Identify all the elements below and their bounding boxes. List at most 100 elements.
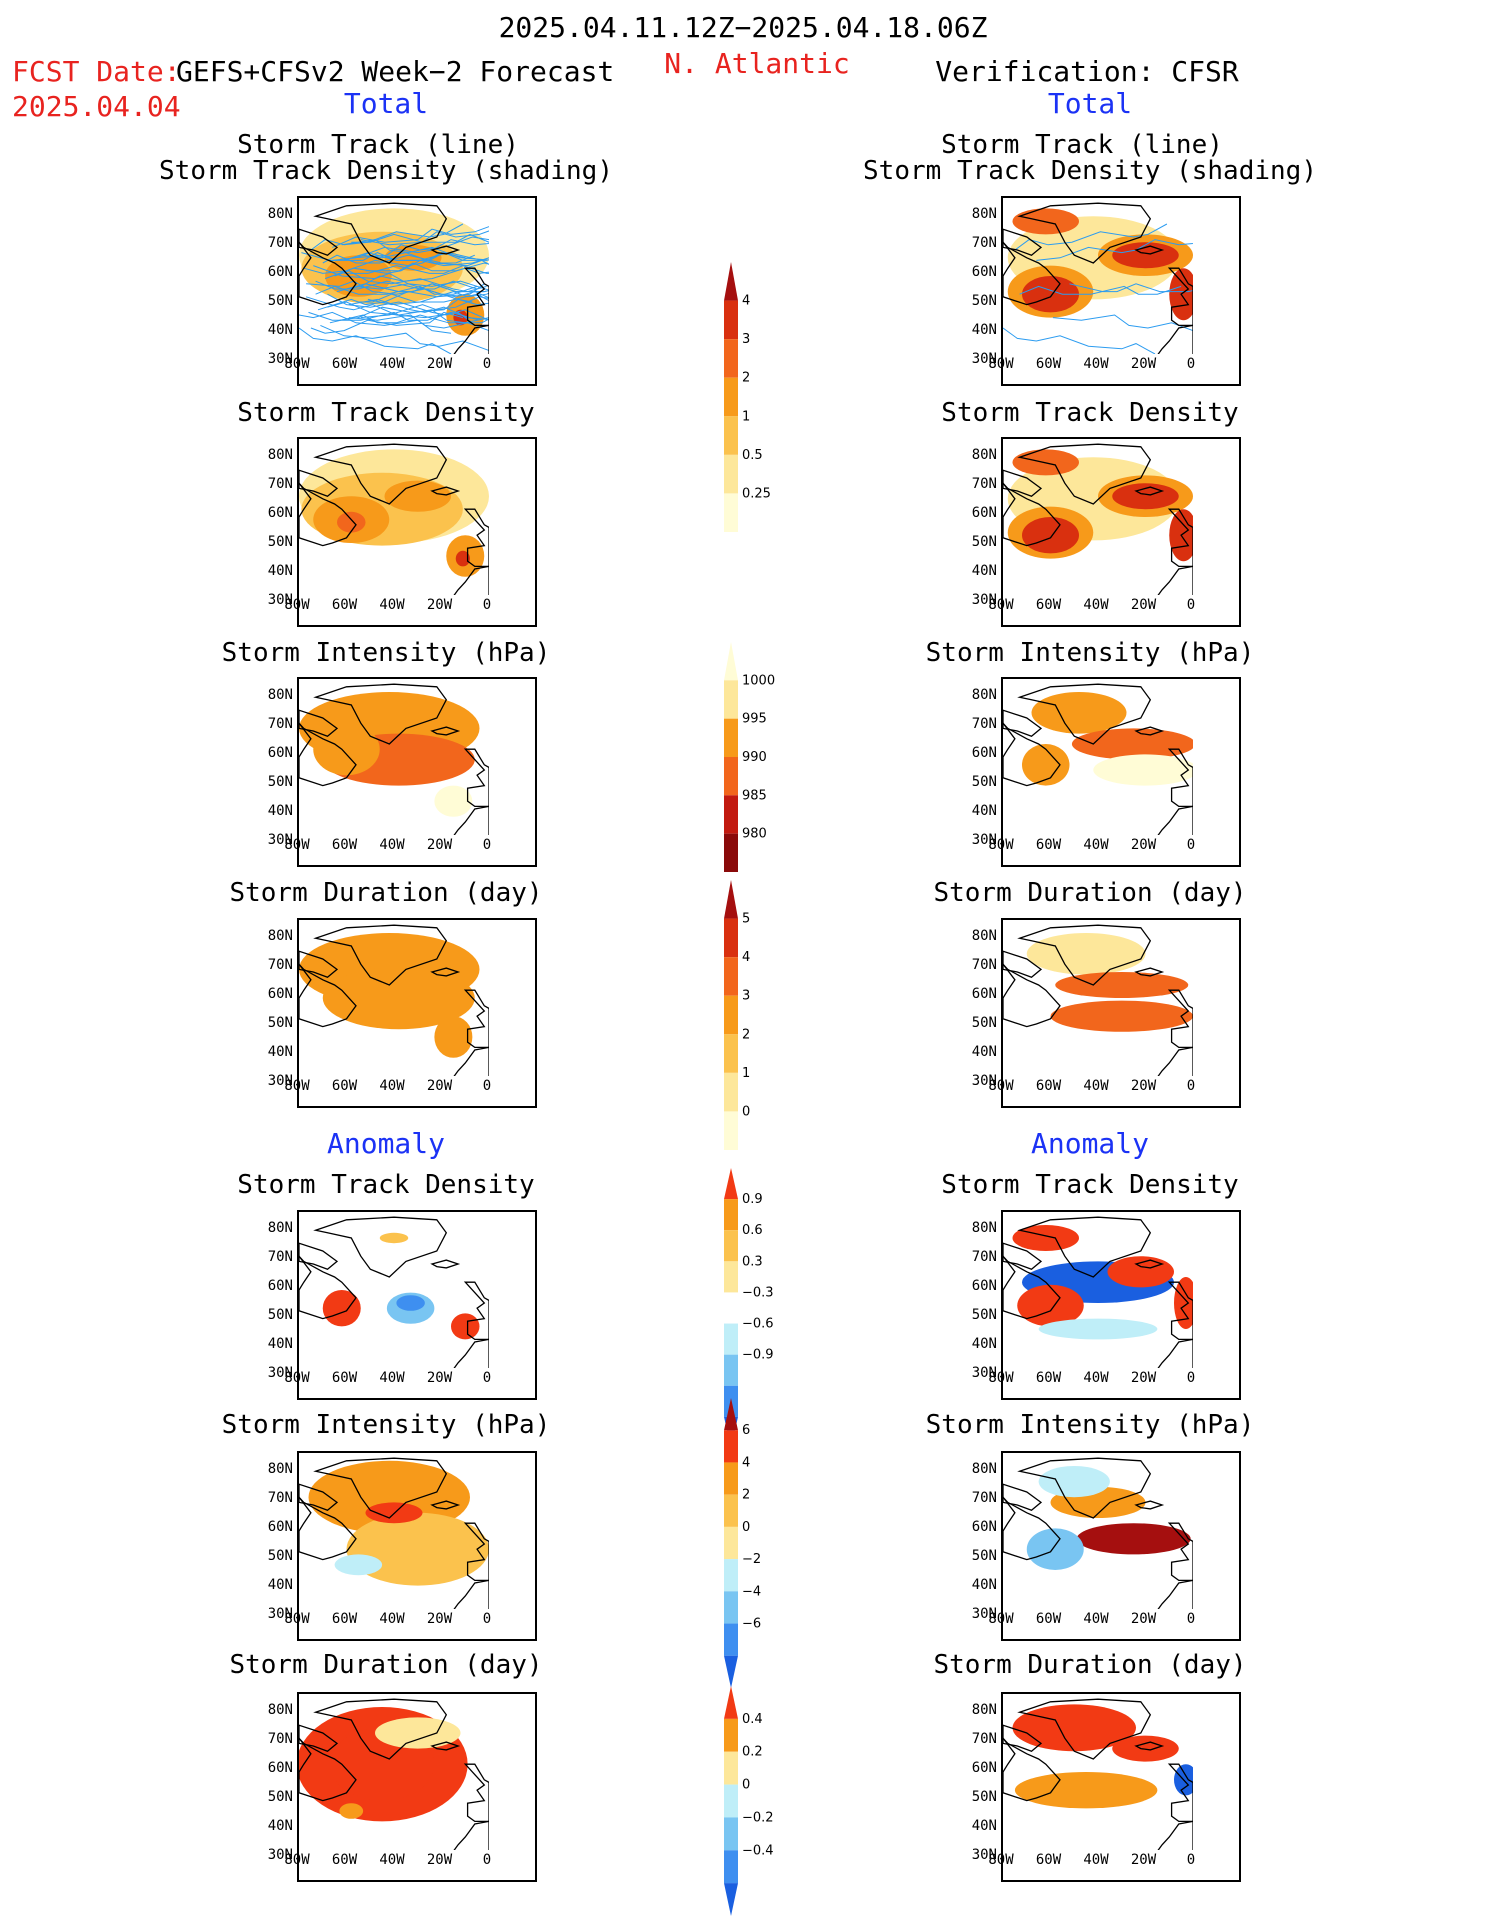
y-tick-label: 40N [971, 1044, 997, 1060]
y-tick-label: 60N [971, 1519, 997, 1535]
coastline [299, 1255, 357, 1320]
field-shading-0 [1076, 1523, 1191, 1555]
field-shading-4 [384, 480, 451, 512]
colorbar-swatch [724, 1784, 738, 1818]
coastline [299, 1242, 339, 1270]
colorbar-swatch [724, 1199, 738, 1231]
fcst-date-label: FCST Date: [12, 55, 181, 88]
colorbar-swatch [724, 493, 738, 532]
colorbar-label: −6 [742, 1617, 761, 1632]
map-panel-forecast-anomaly-12 [297, 1692, 537, 1882]
y-tick-label: 40N [267, 322, 293, 338]
colorbar-swatch [724, 1323, 738, 1355]
field-shading-4 [1112, 483, 1179, 510]
field-shading-1 [1026, 1528, 1084, 1570]
colorbar-swatch [724, 1034, 738, 1073]
x-tick-label: 80W [988, 356, 1014, 372]
colorbar-swatch [724, 1354, 738, 1386]
y-tick-label: 70N [971, 235, 997, 251]
coastline [1157, 1338, 1193, 1368]
y-tick-label: 30N [267, 592, 293, 608]
storm-track-line [343, 252, 489, 261]
colorbar-label: −0.6 [742, 1317, 774, 1332]
coastline [299, 1496, 357, 1561]
field-shading-1 [322, 966, 475, 1030]
y-tick-label: 30N [267, 1073, 293, 1089]
y-tick-label: 80N [267, 206, 293, 222]
x-tick-label: 20W [426, 1370, 453, 1386]
colorbar-label: −0.3 [742, 1285, 774, 1300]
coastline [453, 324, 489, 354]
storm-track-line [353, 236, 489, 259]
colorbar-swatch [724, 1072, 738, 1112]
y-tick-label: 40N [267, 1336, 293, 1352]
colorbar-anom_density: 0.9 0.6 0.3 −0.3 −0.6 −0.9 [724, 1168, 804, 1452]
coastline [313, 1457, 448, 1519]
coastline [1157, 1046, 1193, 1076]
y-tick-label: 80N [971, 447, 997, 463]
field-shading-2 [434, 1016, 473, 1058]
fcst-model-label: GEFS+CFSv2 Week−2 Forecast [176, 55, 615, 88]
colorbar-label: 1 [742, 1066, 750, 1081]
map-plot [299, 683, 489, 835]
field-shading-1 [346, 1512, 489, 1586]
coastline [463, 1281, 489, 1341]
storm-track-line [344, 265, 489, 274]
colorbar-swatch [724, 1817, 738, 1851]
coastline [1157, 805, 1193, 835]
x-tick-label: 80W [284, 1611, 310, 1627]
x-tick-label: 60W [331, 1370, 358, 1386]
map-plot [299, 202, 489, 354]
y-tick-label: 70N [971, 957, 997, 973]
y-tick-label: 70N [971, 716, 997, 732]
colorbar-label: 2 [742, 1027, 750, 1042]
colorbar-label: −0.4 [742, 1843, 774, 1858]
x-tick-label: 0 [482, 1611, 492, 1627]
colorbar-swatch [724, 454, 738, 494]
y-tick-label: 30N [267, 1365, 293, 1381]
colorbar-swatch [724, 339, 738, 378]
coastline [313, 924, 448, 986]
x-tick-label: 0 [1186, 837, 1196, 853]
field-shading-3 [1038, 1466, 1110, 1498]
panel-title-anom-density-left: Storm Track Density [237, 1170, 535, 1200]
coastline [313, 202, 448, 264]
coastline [430, 967, 461, 977]
x-tick-label: 40W [1083, 1852, 1109, 1868]
y-tick-label: 70N [267, 957, 293, 973]
x-tick-label: 20W [1130, 1370, 1157, 1386]
colorbar-label: 0.2 [742, 1745, 763, 1760]
map-panel-verification-anomaly-11 [1001, 1451, 1241, 1641]
coastline [299, 1483, 339, 1511]
x-tick-label: 40W [379, 1611, 405, 1627]
x-tick-label: 20W [426, 1611, 453, 1627]
panel-title-intensity-left: Storm Intensity (hPa) [221, 638, 551, 668]
x-tick-label: 20W [1130, 1078, 1157, 1094]
x-tick-label: 0 [1186, 597, 1196, 613]
coastline [1003, 1483, 1043, 1511]
storm-track-line [1019, 285, 1182, 295]
y-tick-label: 60N [971, 505, 997, 521]
x-tick-label: 80W [284, 1078, 310, 1094]
coastline [430, 1500, 461, 1510]
coastline [1134, 726, 1165, 736]
colorbar-label: 0 [742, 1104, 750, 1119]
colorbar-swatch [724, 1111, 738, 1150]
colorbar-label: −2 [742, 1552, 761, 1567]
y-tick-label: 60N [971, 1760, 997, 1776]
period-title: 2025.04.11.12Z−2025.04.18.06Z [498, 11, 988, 44]
coastline [430, 245, 461, 255]
map-plot [299, 443, 489, 595]
y-tick-label: 50N [267, 1015, 293, 1031]
y-tick-label: 40N [267, 563, 293, 579]
coastline [313, 443, 448, 505]
coastline [1167, 989, 1193, 1049]
colorbar-label: 4 [742, 1455, 750, 1470]
map-plot [299, 1698, 489, 1850]
y-tick-label: 80N [971, 1461, 997, 1477]
colorbar-label: 0.6 [742, 1223, 763, 1238]
field-shading-5 [379, 1232, 409, 1244]
storm-track-line [315, 280, 478, 290]
y-tick-label: 70N [971, 476, 997, 492]
colorbar-swatch [724, 1623, 738, 1656]
